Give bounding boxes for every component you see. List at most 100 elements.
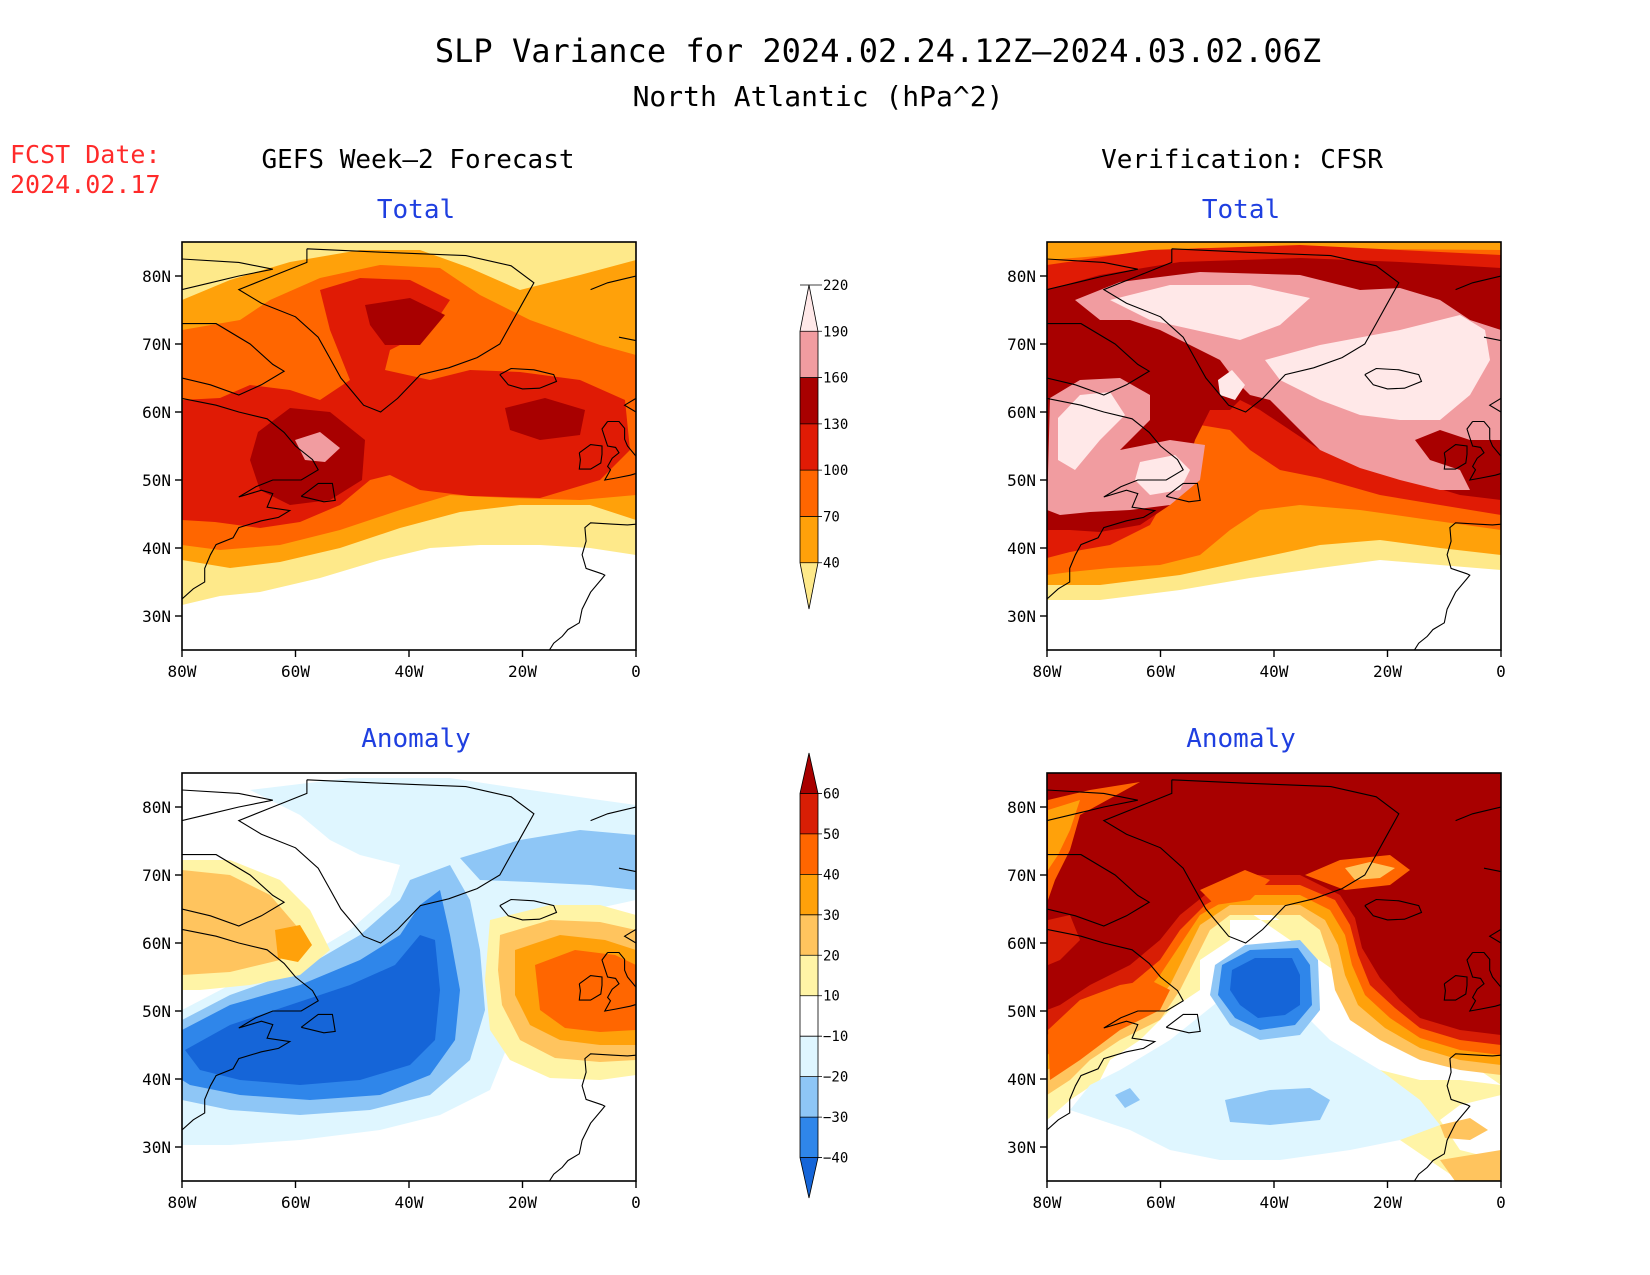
coastline-segment: [1443, 444, 1468, 470]
lat-tick-label: 80N: [1007, 267, 1036, 286]
coastline-segment: [1483, 867, 1501, 873]
colorbar-level-label: −30: [823, 1110, 848, 1126]
lon-tick-label: 80W: [168, 1193, 197, 1212]
coastline-segment: [1047, 258, 1138, 291]
colorbar-level-label: 30: [823, 908, 840, 924]
panel-title-verification-total: Total: [1202, 195, 1280, 225]
coastline-segment: [1047, 397, 1184, 600]
colorbar-swatch: [800, 753, 818, 794]
coastline-segment: [300, 1013, 336, 1034]
colorbar-swatch: [800, 423, 818, 471]
coastline-segment: [182, 928, 319, 1131]
field-band-160-b: [365, 298, 445, 345]
colorbar-swatch: [800, 833, 818, 875]
field-band-20-c: [1440, 1118, 1488, 1140]
lat-tick-label: 40N: [142, 1070, 171, 1089]
lat-tick-label: 70N: [1007, 335, 1036, 354]
coastline-segment: [1488, 928, 1501, 944]
colorbar-level-label: 160: [823, 371, 848, 387]
colorbar-swatch: [800, 874, 818, 915]
colorbar-level-label: 220: [823, 278, 848, 294]
coastline-segment: [1047, 928, 1184, 1131]
coastline-segment: [1466, 951, 1501, 1012]
lon-tick-label: 20W: [508, 1193, 537, 1212]
lon-tick-label: 60W: [1146, 1193, 1175, 1212]
field-band-60: [1047, 773, 1501, 1035]
coastline-segment: [1455, 275, 1501, 291]
colorbar-anomaly: −40 −30 −20 −10 10 20 30 40 50 60: [799, 752, 848, 1199]
field-band-220-b: [1265, 315, 1490, 420]
field-band-220-c: [1058, 392, 1125, 470]
coastline-segment: [499, 367, 558, 390]
field-band-40-b: [535, 950, 636, 1032]
map-verification-anomaly: [1047, 773, 1501, 1181]
colorbar-level-label: 10: [823, 989, 840, 1005]
coastline-segment: [1455, 806, 1501, 822]
coastline-segment: [1047, 323, 1151, 396]
colorbar-swatch: [800, 285, 818, 332]
lon-tick-label: 80W: [168, 662, 197, 681]
coastline-segment: [1165, 482, 1201, 503]
coastline-segment: [578, 444, 603, 470]
lat-tick-label: 40N: [1007, 539, 1036, 558]
lon-tick-label: 60W: [281, 1193, 310, 1212]
panel-title-forecast-anomaly: Anomaly: [361, 724, 471, 754]
coastlines-forecast-anomaly: [182, 779, 636, 1181]
coastline-segment: [182, 258, 273, 291]
coastline-segment: [590, 275, 636, 291]
coastline-segment: [618, 867, 636, 873]
lon-tick-label: 40W: [395, 1193, 424, 1212]
lon-tick-label: 0: [631, 1193, 641, 1212]
frame-verification-total: 80W 60W 40W 20W 0 30N 40N 50N 60N 70N 80N: [1007, 241, 1506, 681]
lon-tick-label: 0: [1496, 662, 1506, 681]
field-band-minus20: [1225, 1088, 1330, 1125]
column-title-forecast: GEFS Week–2 Forecast: [261, 145, 574, 175]
field-band-30: [275, 925, 312, 962]
lon-tick-label: 60W: [281, 662, 310, 681]
coastline-segment: [601, 420, 636, 481]
coastlines-verification-total: [1047, 248, 1501, 650]
frame-forecast-anomaly: 80W 60W 40W 20W 0 30N 40N 50N 60N 70N 80N: [142, 772, 641, 1212]
colorbar-level-label: 100: [823, 463, 848, 479]
panel-title-verification-anomaly: Anomaly: [1186, 724, 1296, 754]
coastline-segment: [623, 928, 636, 944]
field-band-40-c: [1048, 980, 1170, 1080]
field-band-minus40: [1230, 958, 1300, 1018]
frame-verification-anomaly: 80W 60W 40W 20W 0 30N 40N 50N 60N 70N 80N: [1007, 772, 1506, 1212]
colorbar-level-label: 40: [823, 556, 840, 572]
field-band-20-b: [1345, 862, 1395, 880]
lon-tick-label: 80W: [1033, 1193, 1062, 1212]
colorbar-swatch: [800, 1036, 818, 1077]
lat-tick-label: 40N: [142, 539, 171, 558]
coastline-segment: [623, 397, 636, 413]
lon-tick-label: 20W: [1373, 662, 1402, 681]
field-band-220: [1110, 285, 1310, 340]
lat-tick-label: 40N: [1007, 1070, 1036, 1089]
lon-tick-label: 40W: [1260, 1193, 1289, 1212]
lat-tick-label: 60N: [142, 934, 171, 953]
field-band-220-d: [1135, 455, 1190, 495]
coastline-segment: [548, 1053, 636, 1181]
field-band-minus10: [1070, 980, 1440, 1160]
frame-forecast-total: 80W 60W 40W 20W 0 30N 40N 50N 60N 70N 80N: [142, 241, 641, 681]
coastline-segment: [300, 482, 336, 503]
coastline-segment: [618, 336, 636, 342]
map-forecast-total: [182, 242, 636, 650]
lat-tick-label: 80N: [1007, 798, 1036, 817]
colorbar-swatch: [800, 562, 818, 609]
coastline-segment: [1047, 854, 1151, 927]
lon-tick-label: 0: [1496, 1193, 1506, 1212]
coastline-segment: [601, 951, 636, 1012]
lat-tick-label: 30N: [142, 607, 171, 626]
coastline-segment: [499, 898, 558, 921]
colorbar-level-label: 60: [823, 786, 840, 802]
field-band-220-e: [1218, 370, 1245, 400]
lat-tick-label: 30N: [1007, 607, 1036, 626]
colorbar-level-label: 20: [823, 948, 840, 964]
field-band-160-c: [505, 398, 585, 440]
map-forecast-anomaly: [182, 773, 636, 1181]
lat-tick-label: 60N: [142, 403, 171, 422]
coastline-segment: [1102, 779, 1400, 944]
coastline-segment: [578, 975, 603, 1001]
colorbar-level-label: 130: [823, 417, 848, 433]
